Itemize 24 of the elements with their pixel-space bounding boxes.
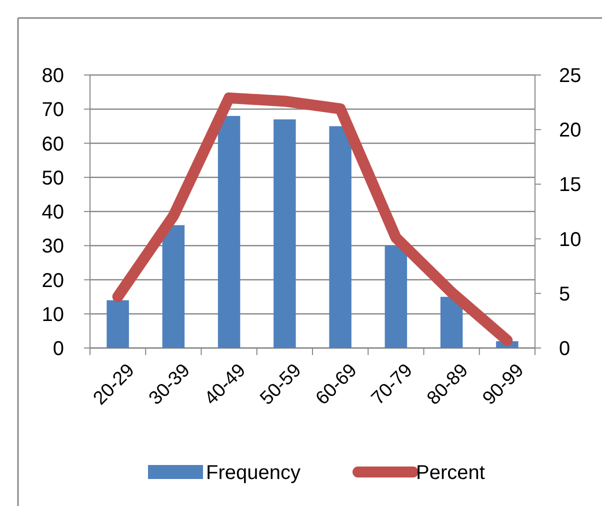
y-tick-label: 30 [42, 236, 64, 258]
y-tick-label: 0 [52, 338, 64, 360]
y2-tick-label: 20 [559, 120, 582, 142]
bar [218, 116, 240, 348]
bar [384, 246, 408, 348]
bar [274, 119, 296, 348]
y-tick-label: 10 [42, 304, 64, 326]
legend-label: Frequency [206, 462, 300, 484]
legend-label: Percent [416, 462, 486, 484]
y-tick-label: 70 [42, 99, 64, 122]
y-tick-label: 50 [42, 167, 64, 190]
y2-tick-label: 15 [559, 174, 582, 196]
y-tick-label: 60 [42, 133, 64, 156]
bar [162, 225, 185, 348]
y-tick-label: 40 [42, 202, 64, 224]
y-tick-label: 20 [42, 270, 64, 292]
bar [440, 296, 463, 348]
y-tick-label: 80 [42, 65, 64, 87]
y2-tick-label: 5 [559, 283, 570, 306]
bar [106, 300, 129, 348]
bar [329, 126, 352, 348]
y2-tick-label: 25 [559, 65, 582, 87]
y2-tick-label: 10 [559, 228, 582, 251]
y2-tick-label: 0 [559, 338, 570, 360]
